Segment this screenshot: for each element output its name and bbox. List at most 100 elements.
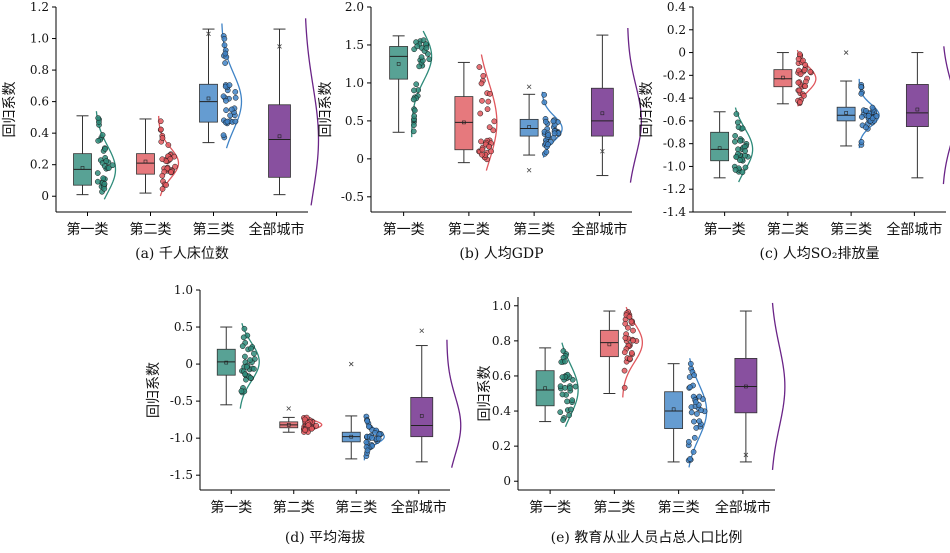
- box-iqr: [590, 87, 614, 137]
- sample-point: [308, 425, 315, 432]
- x-tick-label: 第二类: [448, 221, 490, 238]
- sample-point: [550, 118, 557, 125]
- sample-point: [221, 35, 228, 42]
- y-tick-label: 0: [41, 189, 49, 203]
- sample-point: [411, 122, 417, 128]
- y-tick-label: 2.0: [345, 0, 364, 14]
- mean-marker: [143, 159, 148, 164]
- x-tick-label: 第三类: [830, 221, 872, 238]
- sample-point: [224, 118, 231, 125]
- mean-marker: [744, 384, 748, 389]
- sample-point: [628, 350, 635, 356]
- sample-point: [795, 79, 802, 86]
- sample-point: [698, 407, 705, 414]
- sample-point: [862, 124, 869, 131]
- sample-point: [485, 98, 492, 105]
- sample-point: [559, 391, 566, 398]
- box-iqr: [599, 329, 619, 358]
- box-group-4: [905, 46, 950, 185]
- sample-point: [545, 141, 551, 148]
- sample-point: [243, 364, 250, 370]
- box-iqr: [268, 104, 291, 178]
- y-axis-title: 回归系数: [638, 82, 655, 138]
- sample-point: [733, 154, 740, 160]
- sample-point: [476, 64, 483, 70]
- sample-point: [480, 73, 487, 79]
- x-tick-label: 第一类: [67, 221, 109, 238]
- sample-point: [242, 371, 248, 378]
- sample-point: [797, 99, 803, 105]
- sample-point: [687, 384, 693, 390]
- y-tick-label: 0.5: [345, 114, 364, 128]
- box-group-1: [535, 342, 579, 428]
- mean-marker: [671, 407, 676, 412]
- sample-point: [562, 358, 568, 365]
- mean-marker: [277, 134, 282, 139]
- sample-point: [477, 110, 484, 117]
- sample-point: [369, 435, 375, 441]
- sample-point: [223, 97, 229, 104]
- mean-marker: [224, 360, 229, 365]
- sample-point: [869, 104, 876, 111]
- sample-point: [375, 435, 382, 442]
- box-group-1: [73, 111, 117, 200]
- y-tick-label: 0.2: [667, 23, 686, 37]
- mean-marker: [527, 125, 531, 129]
- sample-point: [484, 106, 491, 112]
- sample-point: [687, 456, 693, 462]
- y-tick-label: 0.4: [667, 0, 686, 14]
- sample-point: [739, 169, 746, 176]
- sample-point: [240, 334, 247, 341]
- y-tick-label: 0: [678, 46, 686, 60]
- outlier-marker: [277, 44, 282, 49]
- sample-point: [102, 146, 108, 152]
- panel-caption: (d) 平均海拔: [285, 530, 365, 546]
- sample-point: [696, 418, 703, 424]
- sample-point: [858, 139, 865, 145]
- box-iqr: [734, 358, 758, 414]
- x-tick-label: 全部城市: [886, 221, 942, 238]
- x-tick-label: 第三类: [513, 221, 555, 238]
- box-iqr: [836, 106, 856, 122]
- sample-point: [164, 165, 171, 172]
- sample-point: [220, 132, 227, 139]
- mean-marker: [543, 386, 547, 391]
- sample-point: [686, 374, 693, 380]
- box-iqr: [773, 69, 793, 88]
- sample-point: [478, 80, 485, 87]
- y-tick-label: 0: [356, 152, 364, 166]
- sample-point: [796, 51, 803, 58]
- sample-point: [479, 97, 485, 104]
- sample-point: [572, 383, 579, 390]
- x-tick-label: 第二类: [273, 499, 315, 516]
- y-tick-label: -0.5: [170, 394, 193, 408]
- mean-marker: [717, 146, 722, 151]
- sample-point: [801, 92, 807, 99]
- box-iqr: [535, 370, 555, 407]
- x-tick-label: 全部城市: [571, 221, 627, 238]
- sample-point: [732, 167, 739, 173]
- y-tick-label: -0.4: [663, 91, 687, 105]
- sample-point: [251, 366, 257, 372]
- sample-point: [232, 89, 239, 95]
- x-tick-label: 全部城市: [249, 221, 305, 238]
- sample-point: [564, 398, 570, 405]
- box-iqr: [664, 391, 684, 429]
- mean-marker: [419, 414, 424, 418]
- box-iqr: [199, 83, 218, 123]
- density-curve: [446, 339, 462, 468]
- y-tick-label: 0.2: [30, 158, 49, 172]
- sample-point: [621, 384, 628, 391]
- sample-point: [802, 61, 809, 68]
- box-group-2: [599, 306, 644, 398]
- sample-point: [101, 185, 108, 192]
- sample-point: [690, 449, 697, 455]
- y-tick-label: 0.2: [492, 439, 511, 453]
- sample-point: [223, 107, 229, 113]
- panel-caption: (a) 千人床位数: [135, 246, 229, 262]
- sample-point: [865, 112, 872, 119]
- sample-point: [426, 56, 433, 63]
- box-group-2: [454, 54, 498, 171]
- sample-point: [410, 96, 417, 103]
